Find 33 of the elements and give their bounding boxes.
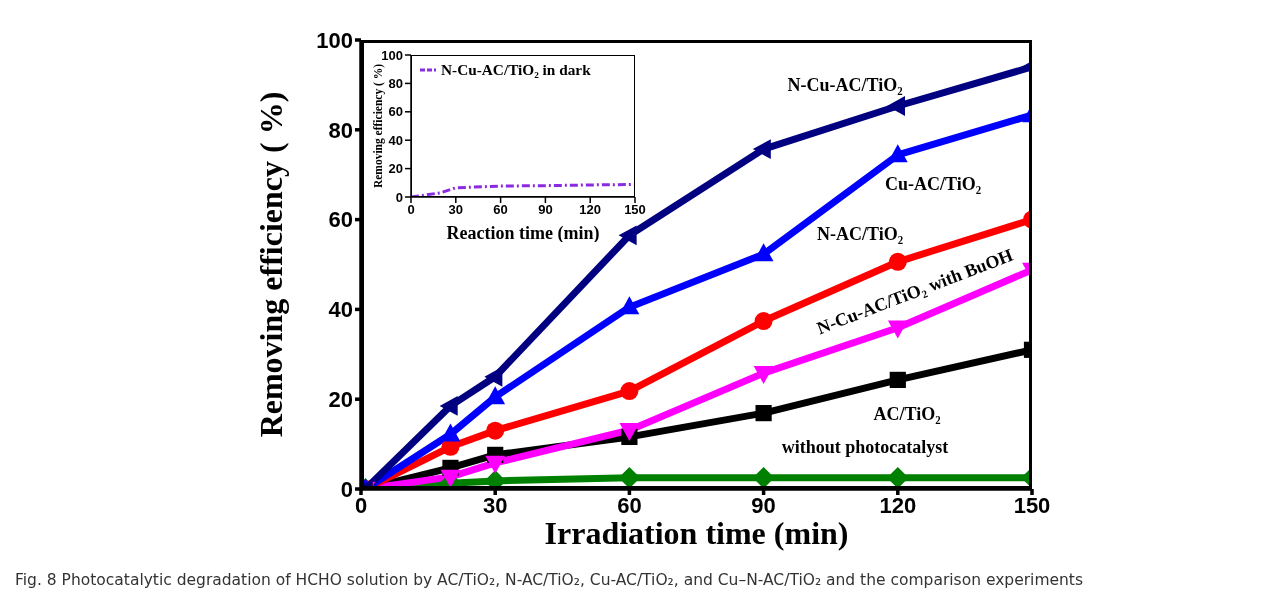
y-tick-label: 40 — [328, 297, 353, 323]
caption: Fig. 8 Photocatalytic degradation of HCHO solution by AC/TiO₂, N-AC/TiO₂, Cu-AC/TiO₂, and Cu–N-AC/TiO₂ and the comparison experiments — [15, 571, 1084, 589]
series-label: Cu-AC/TiO₂ — [884, 173, 982, 195]
x-tick-label: 0 — [407, 202, 415, 218]
y-tick-label: 60 — [388, 104, 403, 120]
y-tick-label: 100 — [316, 27, 353, 53]
x-tick-label: 120 — [879, 492, 917, 518]
x-axis-title: Reaction time (min) — [446, 223, 600, 244]
y-tick-label: 80 — [328, 117, 353, 143]
x-tick-label: 60 — [493, 202, 508, 218]
y-tick-label: 0 — [340, 476, 353, 502]
x-tick-label: 60 — [617, 492, 642, 518]
y-tick-label: 20 — [328, 387, 353, 413]
y-axis-title: Removing efficiency ( %) — [372, 63, 386, 189]
y-tick-label: 40 — [388, 132, 403, 148]
y-tick-label: 80 — [388, 76, 403, 92]
x-tick-label: 150 — [624, 202, 646, 218]
y-tick-label: 20 — [388, 161, 403, 177]
x-tick-label: 30 — [482, 492, 508, 518]
series-label: N-Cu-AC/TiO₂ — [787, 74, 903, 96]
y-tick-label: 100 — [381, 47, 403, 63]
x-axis-title: Irradiation time (min) — [544, 515, 849, 551]
x-tick-label: 90 — [751, 492, 776, 518]
x-tick-label: 120 — [579, 202, 602, 218]
series-label: without photocatalyst — [781, 436, 949, 458]
legend-label: N-Cu-AC/TiO₂ in dark — [441, 61, 591, 79]
series-label: AC/TiO₂ — [873, 403, 941, 425]
y-tick-label: 0 — [395, 189, 403, 205]
x-tick-label: 150 — [1013, 492, 1051, 518]
x-tick-label: 90 — [538, 202, 553, 218]
y-axis-title: Removing efficiency ( %) — [253, 91, 290, 438]
x-tick-label: 30 — [448, 202, 464, 218]
series-label: N-AC/TiO₂ — [816, 223, 904, 245]
